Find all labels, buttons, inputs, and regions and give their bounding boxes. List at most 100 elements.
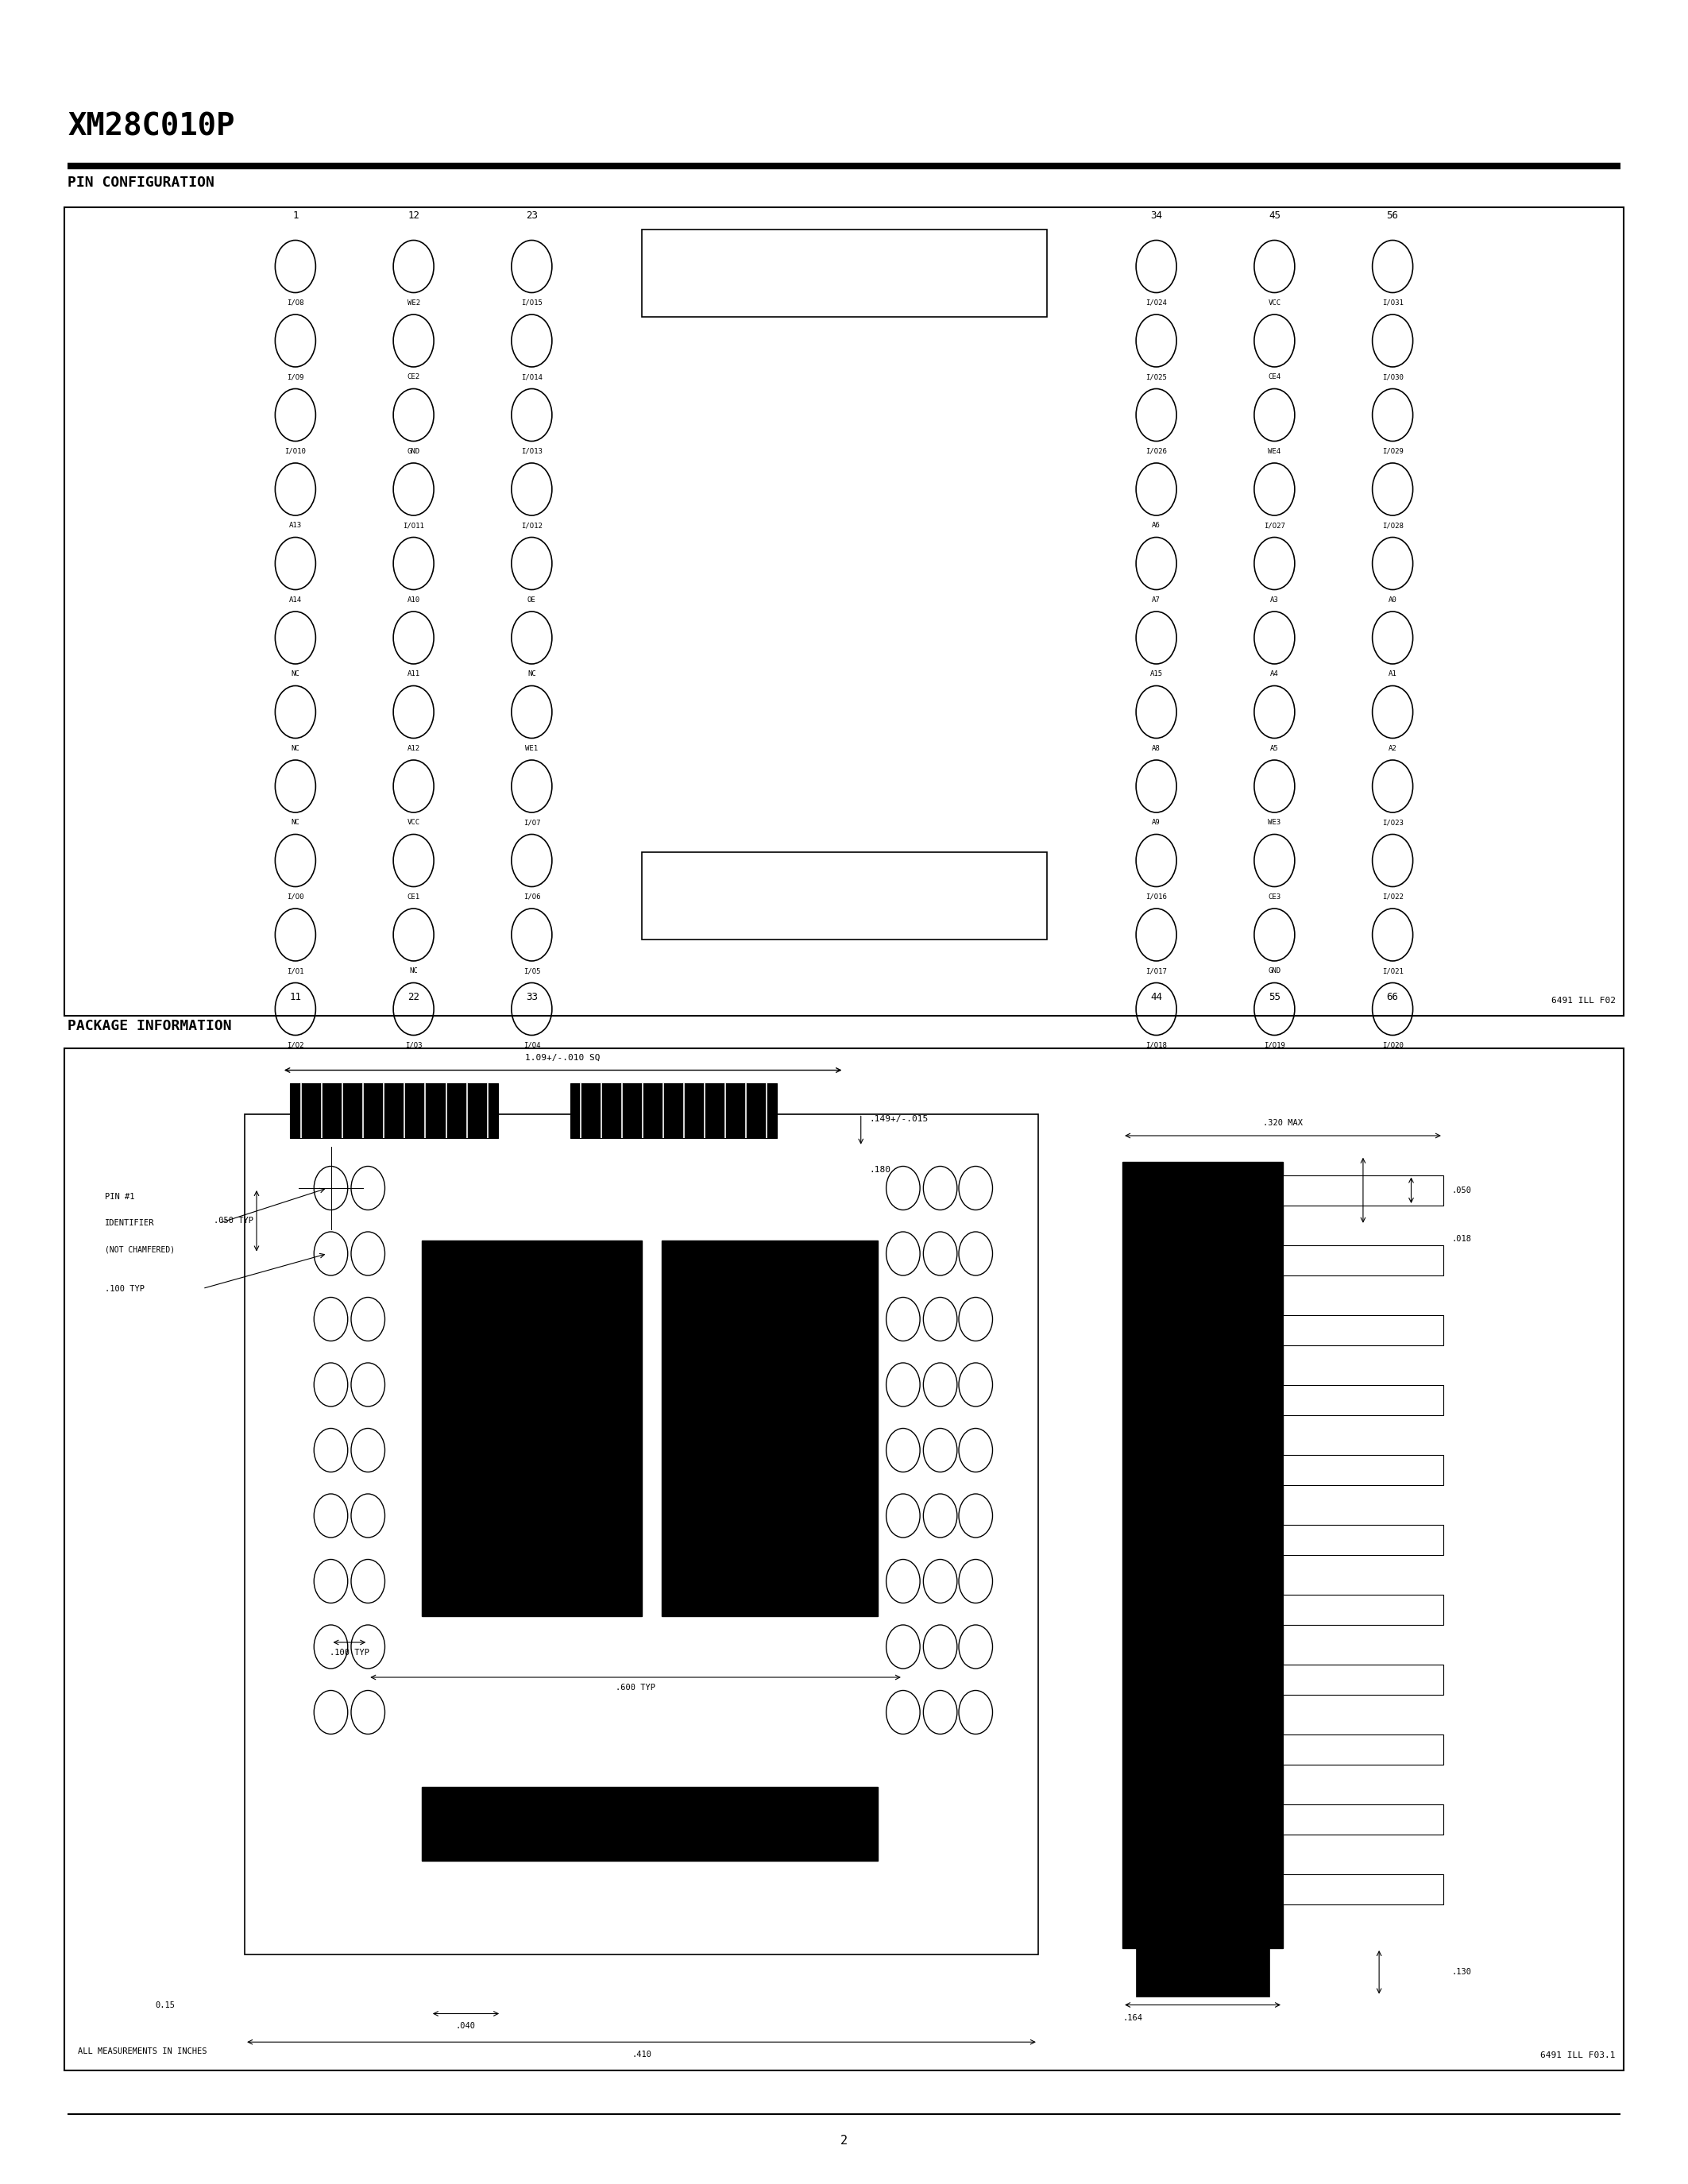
Text: A14: A14 — [289, 596, 302, 603]
Text: 34: 34 — [1150, 210, 1163, 221]
Text: IDENTIFIER: IDENTIFIER — [105, 1219, 154, 1227]
Text: I/O28: I/O28 — [1382, 522, 1403, 529]
Bar — [662, 1241, 878, 1616]
Bar — [1283, 1245, 1443, 1275]
Text: CE4: CE4 — [1268, 373, 1281, 380]
Bar — [64, 1048, 1624, 2070]
Text: .100 TYP: .100 TYP — [105, 1284, 145, 1293]
Text: A10: A10 — [407, 596, 420, 603]
Text: VCC: VCC — [407, 819, 420, 826]
Text: I/O13: I/O13 — [522, 448, 542, 454]
Text: XM28C010P: XM28C010P — [68, 111, 235, 142]
Text: I/O3: I/O3 — [405, 1042, 422, 1048]
Text: I/O22: I/O22 — [1382, 893, 1403, 900]
Bar — [290, 1083, 498, 1138]
Text: I/O0: I/O0 — [287, 893, 304, 900]
Text: I/O7: I/O7 — [523, 819, 540, 826]
Text: I/O20: I/O20 — [1382, 1042, 1403, 1048]
Text: I/O4: I/O4 — [523, 1042, 540, 1048]
Text: NC: NC — [408, 968, 419, 974]
Text: I/O15: I/O15 — [522, 299, 542, 306]
Bar — [1283, 1385, 1443, 1415]
Text: WE1: WE1 — [525, 745, 538, 751]
Text: I/O12: I/O12 — [522, 522, 542, 529]
Bar — [1123, 1162, 1283, 1948]
Text: I/O25: I/O25 — [1146, 373, 1166, 380]
Text: 1.09+/-.010 SQ: 1.09+/-.010 SQ — [525, 1053, 601, 1061]
Text: 56: 56 — [1386, 210, 1399, 221]
Text: 44: 44 — [1150, 992, 1163, 1002]
Text: .050 TYP: .050 TYP — [213, 1216, 253, 1225]
Text: 23: 23 — [525, 210, 538, 221]
Text: A2: A2 — [1388, 745, 1398, 751]
Text: .149+/-.015: .149+/-.015 — [869, 1116, 928, 1123]
Text: I/O14: I/O14 — [522, 373, 542, 380]
Text: NC: NC — [290, 819, 300, 826]
Bar — [641, 852, 1047, 939]
Text: NC: NC — [527, 670, 537, 677]
Bar — [1136, 1948, 1269, 1996]
Text: A4: A4 — [1269, 670, 1280, 677]
Text: A3: A3 — [1269, 596, 1280, 603]
Bar — [422, 1787, 878, 1861]
Text: CE3: CE3 — [1268, 893, 1281, 900]
Text: NC: NC — [290, 745, 300, 751]
Text: 11: 11 — [289, 992, 302, 1002]
Text: ALL MEASUREMENTS IN INCHES: ALL MEASUREMENTS IN INCHES — [78, 2046, 206, 2055]
Text: A5: A5 — [1269, 745, 1280, 751]
Text: (NOT CHAMFERED): (NOT CHAMFERED) — [105, 1245, 174, 1254]
Text: I/O9: I/O9 — [287, 373, 304, 380]
Bar — [245, 1114, 1038, 1955]
Bar — [422, 1241, 641, 1616]
Text: .320 MAX: .320 MAX — [1263, 1118, 1303, 1127]
Text: WE2: WE2 — [407, 299, 420, 306]
Text: I/O8: I/O8 — [287, 299, 304, 306]
Text: A13: A13 — [289, 522, 302, 529]
Text: GND: GND — [1268, 968, 1281, 974]
Text: A15: A15 — [1150, 670, 1163, 677]
Text: A0: A0 — [1388, 596, 1398, 603]
Bar — [1283, 1594, 1443, 1625]
Text: 55: 55 — [1268, 992, 1281, 1002]
Bar — [64, 207, 1624, 1016]
Bar — [641, 229, 1047, 317]
Bar — [1283, 1455, 1443, 1485]
Text: CE2: CE2 — [407, 373, 420, 380]
Text: .410: .410 — [631, 2051, 652, 2060]
Text: I/O6: I/O6 — [523, 893, 540, 900]
Bar — [571, 1083, 776, 1138]
Text: OE: OE — [527, 596, 537, 603]
Text: .040: .040 — [456, 2022, 476, 2031]
Text: WE3: WE3 — [1268, 819, 1281, 826]
Text: CE1: CE1 — [407, 893, 420, 900]
Bar — [1283, 1874, 1443, 1904]
Text: 6491 ILL F02: 6491 ILL F02 — [1551, 996, 1615, 1005]
Text: I/O11: I/O11 — [403, 522, 424, 529]
Bar — [1283, 1804, 1443, 1835]
Text: I/O18: I/O18 — [1146, 1042, 1166, 1048]
Text: I/O31: I/O31 — [1382, 299, 1403, 306]
Text: I/O26: I/O26 — [1146, 448, 1166, 454]
Text: I/O1: I/O1 — [287, 968, 304, 974]
Text: .180: .180 — [869, 1166, 891, 1173]
Text: PIN #1: PIN #1 — [105, 1192, 135, 1201]
Text: .018: .018 — [1452, 1236, 1472, 1243]
Text: .100 TYP: .100 TYP — [329, 1649, 370, 1658]
Text: A7: A7 — [1151, 596, 1161, 603]
Text: I/O24: I/O24 — [1146, 299, 1166, 306]
Text: NC: NC — [290, 670, 300, 677]
Text: I/O16: I/O16 — [1146, 893, 1166, 900]
Text: A11: A11 — [407, 670, 420, 677]
Text: 1: 1 — [292, 210, 299, 221]
Text: 0.15: 0.15 — [155, 2001, 176, 2009]
Text: 22: 22 — [407, 992, 420, 1002]
Text: I/O5: I/O5 — [523, 968, 540, 974]
Text: A8: A8 — [1151, 745, 1161, 751]
Bar — [1283, 1664, 1443, 1695]
Text: A9: A9 — [1151, 819, 1161, 826]
Text: I/O10: I/O10 — [285, 448, 306, 454]
Text: VCC: VCC — [1268, 299, 1281, 306]
Text: 66: 66 — [1386, 992, 1399, 1002]
Text: PACKAGE INFORMATION: PACKAGE INFORMATION — [68, 1018, 231, 1033]
Bar — [1283, 1524, 1443, 1555]
